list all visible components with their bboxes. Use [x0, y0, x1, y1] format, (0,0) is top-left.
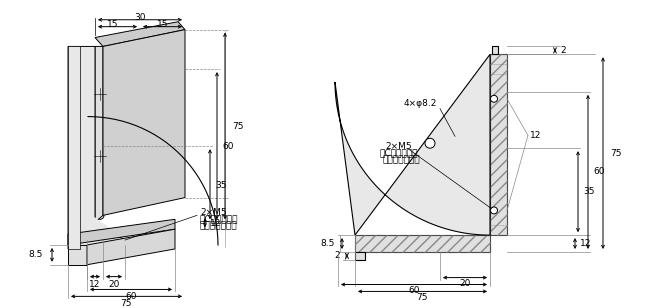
Text: 12: 12 — [530, 131, 542, 140]
Polygon shape — [355, 252, 365, 260]
Text: 指定のとき）: 指定のとき） — [383, 156, 421, 164]
Text: 75: 75 — [416, 293, 428, 302]
Polygon shape — [335, 54, 490, 235]
Text: 20: 20 — [459, 279, 470, 288]
Text: 20: 20 — [108, 280, 120, 289]
Text: 4×φ8.2: 4×φ8.2 — [403, 99, 437, 108]
Polygon shape — [68, 245, 87, 265]
Text: 60: 60 — [408, 286, 420, 295]
Text: 2×M5: 2×M5 — [200, 208, 226, 217]
Text: 2: 2 — [334, 251, 340, 260]
Text: （Cオプション: （Cオプション — [380, 149, 419, 158]
Polygon shape — [492, 47, 498, 54]
Polygon shape — [68, 47, 125, 249]
Text: 8.5: 8.5 — [321, 238, 335, 248]
Text: 15: 15 — [107, 20, 119, 29]
Text: 2: 2 — [560, 46, 565, 55]
Text: 60: 60 — [593, 167, 604, 176]
Text: 60: 60 — [126, 292, 137, 301]
Polygon shape — [103, 30, 185, 215]
Polygon shape — [355, 235, 490, 252]
Text: 12: 12 — [580, 238, 591, 248]
Text: 8.5: 8.5 — [28, 250, 43, 259]
Text: 35: 35 — [215, 181, 226, 190]
Circle shape — [490, 95, 498, 102]
Text: 30: 30 — [134, 13, 146, 22]
Text: 12: 12 — [89, 280, 101, 289]
Text: 75: 75 — [120, 299, 132, 308]
Text: （Cオプション: （Cオプション — [200, 215, 239, 224]
Polygon shape — [72, 54, 120, 245]
Text: 2×M5: 2×M5 — [385, 142, 411, 151]
Text: 12: 12 — [210, 219, 221, 228]
Polygon shape — [95, 22, 185, 47]
Polygon shape — [490, 54, 507, 235]
Circle shape — [490, 207, 498, 214]
Circle shape — [425, 138, 435, 148]
Polygon shape — [87, 229, 175, 265]
Text: 15: 15 — [157, 20, 169, 29]
Text: 35: 35 — [583, 187, 595, 196]
Text: 指定のとき）: 指定のとき） — [200, 222, 237, 231]
Polygon shape — [95, 47, 103, 222]
Polygon shape — [68, 219, 175, 245]
Text: 60: 60 — [222, 142, 234, 151]
Text: 75: 75 — [232, 122, 243, 131]
Text: 75: 75 — [610, 149, 622, 158]
Polygon shape — [68, 47, 80, 249]
